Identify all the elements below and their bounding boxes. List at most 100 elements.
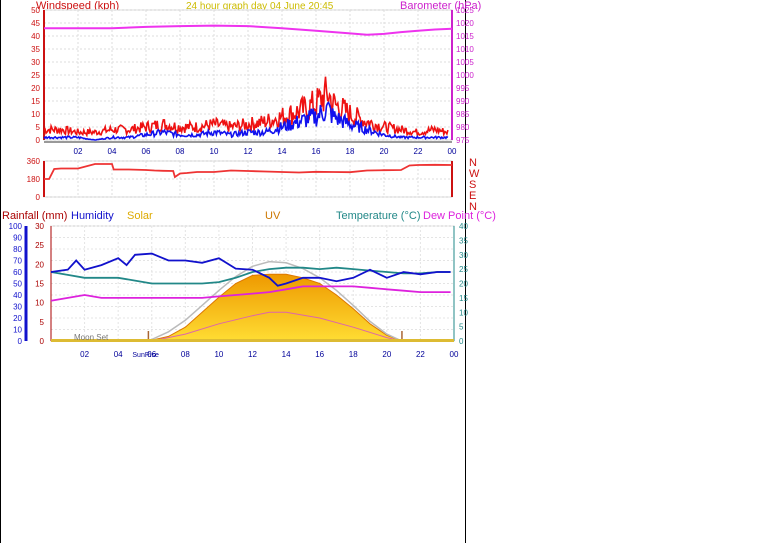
gust-line bbox=[43, 101, 449, 141]
y-tick-label: 15 bbox=[31, 97, 40, 106]
humidity-line bbox=[50, 252, 451, 287]
windspeed-axis-title: Windspeed (kph) bbox=[36, 0, 119, 12]
solar-legend: Solar bbox=[127, 210, 153, 222]
x-tick-label: 16 bbox=[312, 147, 321, 156]
temperature-tick-label: 15 bbox=[459, 294, 468, 303]
compass-label: S bbox=[469, 179, 476, 191]
temperature-tick-label: 10 bbox=[459, 308, 468, 317]
rain-tick-label: 30 bbox=[35, 222, 44, 231]
x-tick-label: 22 bbox=[416, 350, 425, 359]
x-tick-label: 20 bbox=[382, 350, 391, 359]
x-tick-label: 08 bbox=[181, 350, 190, 359]
temperature-tick-label: 25 bbox=[459, 265, 468, 274]
y-tick-label: 10 bbox=[31, 110, 40, 119]
rain-tick-label: 20 bbox=[35, 260, 44, 269]
x-tick-label: 10 bbox=[214, 350, 223, 359]
temperature-tick-label: 35 bbox=[459, 236, 468, 245]
uv-line bbox=[151, 311, 403, 342]
uv-legend: UV bbox=[265, 210, 281, 222]
x-tick-label: 06 bbox=[142, 147, 151, 156]
y-tick-label: 30 bbox=[31, 58, 40, 67]
barometer-line bbox=[44, 24, 453, 36]
humidity-tick-label: 20 bbox=[13, 314, 22, 323]
y2-tick-label: 1025 bbox=[456, 6, 474, 15]
humidity-legend: Humidity bbox=[71, 210, 114, 222]
y2-tick-label: 1010 bbox=[456, 45, 474, 54]
rain-tick-label: 10 bbox=[35, 299, 44, 308]
temperature-line bbox=[50, 266, 451, 285]
temperature-tick-label: 30 bbox=[459, 251, 468, 260]
solar-area bbox=[148, 273, 403, 342]
humidity-tick-label: 80 bbox=[13, 245, 22, 254]
y-tick-label: 35 bbox=[31, 45, 40, 54]
wind-barometer-panel: Windspeed (kph) 24 hour graph day 04 Jun… bbox=[31, 0, 481, 156]
x-tick-label: 02 bbox=[74, 147, 83, 156]
humidity-tick-label: 40 bbox=[13, 291, 22, 300]
humidity-tick-label: 60 bbox=[13, 268, 22, 277]
frame-right-border bbox=[465, 0, 466, 543]
sunrise-annotation: SunRise bbox=[132, 352, 159, 359]
temperature-tick-label: 5 bbox=[459, 323, 464, 332]
humidity-tick-label: 50 bbox=[13, 280, 22, 289]
y2-tick-label: 1015 bbox=[456, 32, 474, 41]
compass-label: N bbox=[469, 201, 477, 213]
x-tick-label: 04 bbox=[108, 147, 117, 156]
humidity-tick-label: 100 bbox=[9, 222, 23, 231]
x-tick-label: 20 bbox=[380, 147, 389, 156]
compass-label: E bbox=[469, 190, 476, 202]
y2-tick-label: 975 bbox=[456, 136, 470, 145]
humidity-tick-label: 90 bbox=[13, 234, 22, 243]
y2-tick-label: 1005 bbox=[456, 58, 474, 67]
x-tick-label: 14 bbox=[278, 147, 287, 156]
wind-direction-line bbox=[44, 163, 453, 180]
rain-tick-label: 0 bbox=[40, 337, 45, 346]
temperature-legend: Temperature (°C) bbox=[336, 210, 420, 222]
x-tick-label: 02 bbox=[80, 350, 89, 359]
temperature-tick-label: 40 bbox=[459, 222, 468, 231]
rain-tick-label: 15 bbox=[35, 280, 44, 289]
rain-tick-label: 5 bbox=[40, 318, 45, 327]
x-tick-label: 04 bbox=[114, 350, 123, 359]
compass-label: W bbox=[469, 168, 480, 180]
x-tick-label: 18 bbox=[349, 350, 358, 359]
humidity-tick-label: 0 bbox=[18, 337, 23, 346]
x-tick-label: 00 bbox=[448, 147, 457, 156]
y-tick-label: 50 bbox=[31, 6, 40, 15]
x-tick-label: 10 bbox=[210, 147, 219, 156]
temperature-tick-label: 0 bbox=[459, 337, 464, 346]
y-tick-label: 40 bbox=[31, 32, 40, 41]
y-tick-label: 20 bbox=[31, 84, 40, 93]
dewpoint-legend: Dew Point (°C) bbox=[423, 210, 496, 222]
chart-title: 24 hour graph day 04 June 20:45 bbox=[186, 1, 334, 12]
temperature-tick-label: 20 bbox=[459, 280, 468, 289]
x-tick-label: 12 bbox=[244, 147, 253, 156]
solar-max-curve bbox=[148, 260, 403, 342]
y-tick-label: 45 bbox=[31, 19, 40, 28]
direction-tick-label: 180 bbox=[27, 175, 41, 184]
daylight-bar bbox=[51, 339, 454, 342]
windspeed-line bbox=[43, 76, 449, 138]
y-tick-label: 5 bbox=[36, 123, 41, 132]
direction-tick-label: 360 bbox=[27, 157, 41, 166]
moonset-annotation: Moon Set bbox=[74, 333, 109, 342]
humidity-tick-label: 70 bbox=[13, 257, 22, 266]
x-tick-label: 08 bbox=[176, 147, 185, 156]
y2-tick-label: 995 bbox=[456, 84, 470, 93]
y2-tick-label: 1020 bbox=[456, 19, 474, 28]
x-tick-label: 14 bbox=[282, 350, 291, 359]
humidity-tick-label: 30 bbox=[13, 303, 22, 312]
compass-label: N bbox=[469, 157, 477, 169]
barometer-axis-title: Barometer (hPa) bbox=[400, 0, 481, 12]
y-tick-label: 25 bbox=[31, 71, 40, 80]
y2-tick-label: 980 bbox=[456, 123, 470, 132]
x-tick-label: 22 bbox=[414, 147, 423, 156]
y2-tick-label: 990 bbox=[456, 97, 470, 106]
x-tick-label: 16 bbox=[315, 350, 324, 359]
rainfall-axis-title: Rainfall (mm) bbox=[2, 210, 67, 222]
dewpoint-line bbox=[50, 285, 451, 302]
direction-tick-label: 0 bbox=[36, 193, 41, 202]
x-tick-label: 00 bbox=[450, 350, 459, 359]
y-tick-label: 0 bbox=[36, 136, 41, 145]
